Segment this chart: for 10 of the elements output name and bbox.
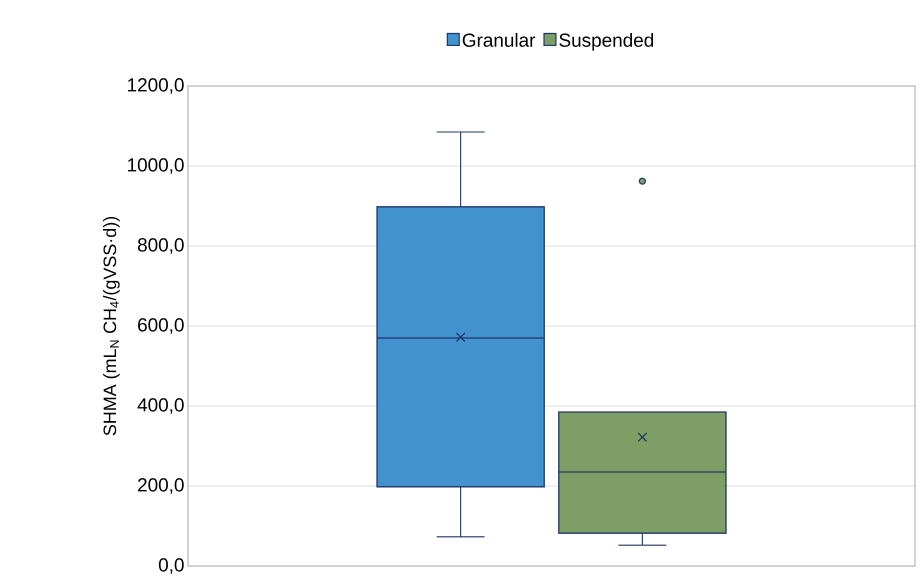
y-tick-label: 600,0: [138, 318, 184, 334]
legend-label: Suspended: [559, 32, 654, 51]
y-tick-label: 0,0: [158, 558, 184, 574]
y-tick-label: 1000,0: [128, 158, 184, 174]
y-axis-title: SHMA (mL$_{N}$ CH$_{4}$/(gVSS·d)): [103, 216, 120, 436]
legend-label: Granular: [462, 32, 536, 47]
y-tick-label: 200,0: [138, 478, 184, 494]
y-tick-label: 400,0: [138, 398, 184, 414]
y-tick-label: 800,0: [138, 238, 184, 254]
y-tick-label: 1200,0: [128, 78, 184, 94]
